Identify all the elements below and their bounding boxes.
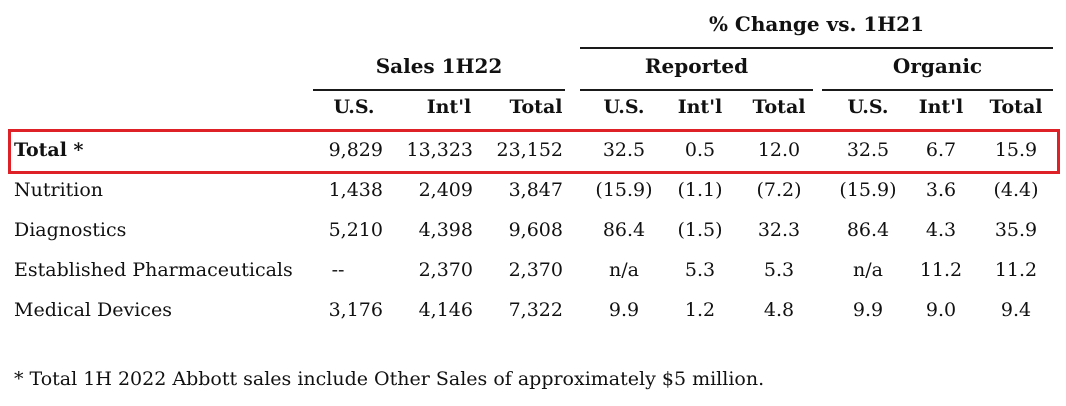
- column-header-sales-0: U.S.: [333, 96, 375, 118]
- cell-sales-0: 1,438: [328, 179, 383, 201]
- column-header-sales-1: Int'l: [426, 96, 472, 118]
- cell-sales-1: 2,370: [418, 259, 473, 281]
- cell-reported-0: n/a: [609, 259, 639, 281]
- cell-reported-2: 12.0: [757, 139, 801, 161]
- column-header-reported-0: U.S.: [603, 96, 645, 118]
- cell-organic-0: 86.4: [846, 219, 890, 241]
- cell-reported-2: (7.2): [756, 179, 802, 201]
- row-label: Medical Devices: [14, 299, 172, 321]
- footnote: * Total 1H 2022 Abbott sales include Oth…: [14, 368, 765, 390]
- cell-reported-1: 1.2: [684, 299, 716, 321]
- column-header-organic-1: Int'l: [918, 96, 964, 118]
- cell-reported-2: 4.8: [763, 299, 795, 321]
- cell-organic-1: 6.7: [925, 139, 957, 161]
- row-label: Nutrition: [14, 179, 104, 201]
- cell-organic-2: 15.9: [994, 139, 1038, 161]
- cell-sales-1: 13,323: [406, 139, 473, 161]
- row-label: Established Pharmaceuticals: [14, 259, 293, 281]
- column-header-reported-1: Int'l: [677, 96, 723, 118]
- cell-reported-0: 32.5: [602, 139, 646, 161]
- cell-organic-2: (4.4): [993, 179, 1039, 201]
- cell-sales-2: 23,152: [496, 139, 563, 161]
- cell-reported-1: (1.5): [677, 219, 723, 241]
- row-label: Total *: [14, 139, 84, 161]
- column-header-sales-2: Total: [509, 96, 563, 118]
- cell-sales-0: 3,176: [328, 299, 383, 321]
- cell-sales-2: 2,370: [508, 259, 563, 281]
- cell-reported-1: (1.1): [677, 179, 723, 201]
- cell-organic-2: 11.2: [994, 259, 1038, 281]
- cell-sales-0: 5,210: [328, 219, 383, 241]
- sales-group-underline: [313, 89, 565, 91]
- cell-organic-1: 3.6: [925, 179, 957, 201]
- cell-organic-0: n/a: [853, 259, 883, 281]
- column-header-organic-2: Total: [989, 96, 1043, 118]
- cell-sales-2: 3,847: [508, 179, 563, 201]
- cell-reported-1: 5.3: [684, 259, 716, 281]
- reported-group-underline: [580, 89, 813, 91]
- cell-reported-1: 0.5: [684, 139, 716, 161]
- cell-organic-2: 9.4: [1000, 299, 1032, 321]
- reported-group-title: Reported: [644, 54, 749, 78]
- pct-change-underline: [580, 47, 1053, 49]
- cell-sales-1: 2,409: [418, 179, 473, 201]
- cell-organic-1: 9.0: [925, 299, 957, 321]
- cell-organic-1: 11.2: [919, 259, 963, 281]
- cell-organic-1: 4.3: [925, 219, 957, 241]
- sales-group-title: Sales 1H22: [375, 54, 503, 78]
- cell-organic-0: 9.9: [852, 299, 884, 321]
- row-label: Diagnostics: [14, 219, 127, 241]
- cell-sales-0: 9,829: [328, 139, 383, 161]
- organic-group-underline: [822, 89, 1053, 91]
- cell-reported-0: 9.9: [608, 299, 640, 321]
- highlight-box: [8, 129, 1060, 174]
- cell-sales-2: 7,322: [508, 299, 563, 321]
- cell-organic-0: (15.9): [839, 179, 897, 201]
- cell-sales-1: 4,398: [418, 219, 473, 241]
- organic-group-title: Organic: [892, 54, 983, 78]
- cell-sales-2: 9,608: [508, 219, 563, 241]
- pct-change-title: % Change vs. 1H21: [708, 12, 925, 36]
- cell-organic-0: 32.5: [846, 139, 890, 161]
- column-header-organic-0: U.S.: [847, 96, 889, 118]
- column-header-reported-2: Total: [752, 96, 806, 118]
- cell-reported-0: 86.4: [602, 219, 646, 241]
- cell-reported-2: 32.3: [757, 219, 801, 241]
- cell-reported-0: (15.9): [595, 179, 653, 201]
- cell-reported-2: 5.3: [763, 259, 795, 281]
- cell-organic-2: 35.9: [994, 219, 1038, 241]
- cell-sales-1: 4,146: [418, 299, 473, 321]
- cell-sales-0: --: [331, 259, 345, 281]
